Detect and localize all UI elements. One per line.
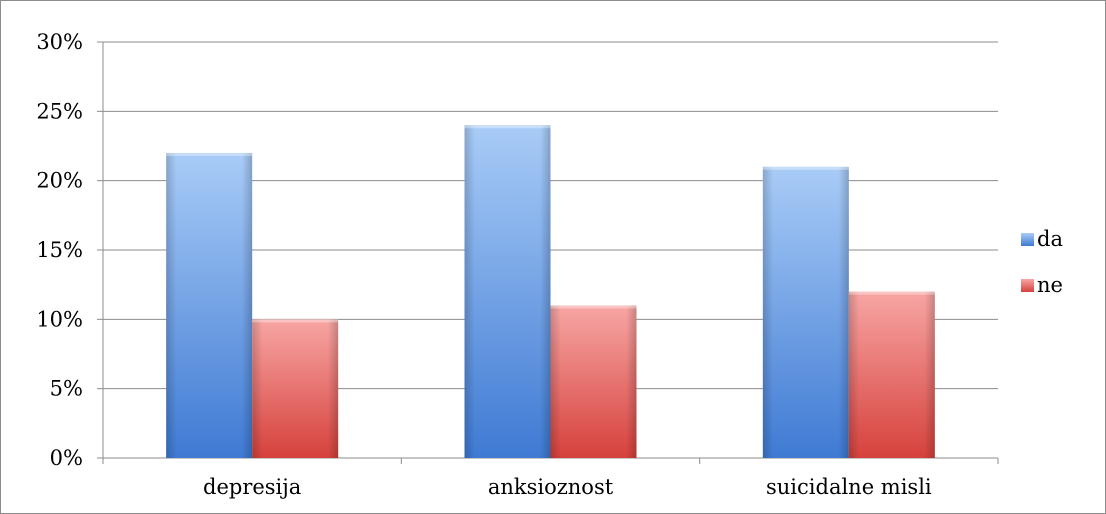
y-tick-label: 15% (36, 238, 83, 262)
legend-label-da: da (1037, 227, 1063, 251)
y-tick-label: 30% (36, 30, 83, 54)
legend-label-ne: ne (1037, 273, 1063, 297)
bar-shading (464, 125, 551, 458)
legend-swatch-ne (1021, 279, 1034, 292)
y-tick-label: 20% (36, 169, 83, 193)
axis-labels: 0% 5% 10% 15% 20% 25% 30% depresija anksioznost s… (36, 30, 932, 499)
y-tick-label: 0% (50, 446, 83, 470)
bar-highlight (166, 152, 253, 156)
bar-highlight (252, 319, 339, 323)
bar-shading (848, 291, 935, 458)
bar-shading (252, 319, 339, 458)
bar-shading (762, 166, 849, 459)
bar-highlight (550, 305, 637, 309)
x-tick-label: suicidalne misli (766, 475, 932, 499)
bar-highlight (464, 125, 551, 129)
bar-shading (166, 152, 253, 458)
bar-highlight (762, 166, 849, 170)
bar-highlight (848, 291, 935, 295)
x-tick-label: anksioznost (488, 475, 614, 499)
y-tick-label: 25% (36, 99, 83, 123)
x-tick-label: depresija (203, 475, 301, 499)
legend-swatch-da (1021, 233, 1034, 246)
legend: da ne (1021, 227, 1063, 297)
bars (166, 125, 935, 459)
bar-shading (550, 305, 637, 458)
y-tick-label: 5% (50, 377, 83, 401)
y-tick-label: 10% (36, 307, 83, 331)
